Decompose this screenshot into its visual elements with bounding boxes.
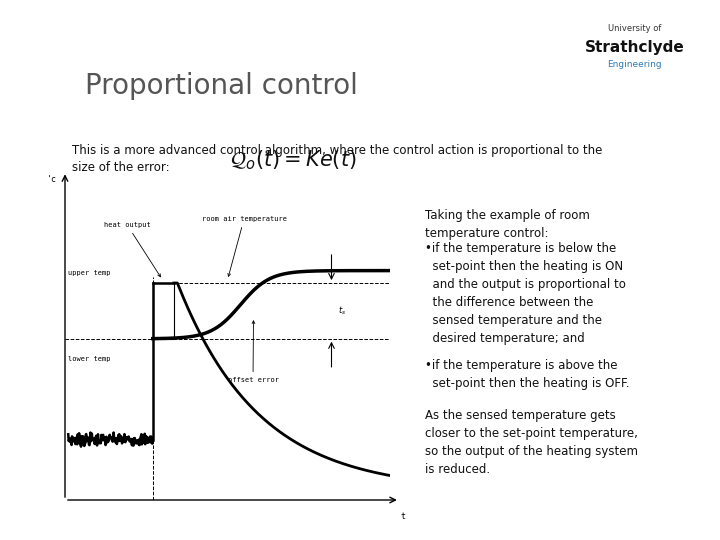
Bar <box>153 283 174 339</box>
Text: offset error: offset error <box>228 321 279 383</box>
Text: Taking the example of room
temperature control:: Taking the example of room temperature c… <box>425 209 590 240</box>
Text: University of: University of <box>608 24 661 32</box>
Text: heat output: heat output <box>104 222 161 277</box>
Text: 'c: 'c <box>47 175 57 184</box>
Text: $t_s$: $t_s$ <box>338 305 346 317</box>
Text: This is a more advanced control algorithm, where the control action is proportio: This is a more advanced control algorith… <box>72 144 603 157</box>
Text: Proportional control: Proportional control <box>85 72 358 100</box>
Text: •if the temperature is above the
  set-point then the heating is OFF.: •if the temperature is above the set-poi… <box>425 359 629 390</box>
Text: Strathclyde: Strathclyde <box>585 40 684 55</box>
Text: t: t <box>400 512 405 522</box>
Text: size of the error:: size of the error: <box>72 161 170 174</box>
Text: where K is known as the gain of the controller.: where K is known as the gain of the cont… <box>72 192 346 205</box>
Text: lower temp: lower temp <box>68 355 111 361</box>
Text: $\mathcal{Q}_o(t) = Ke(t)$: $\mathcal{Q}_o(t) = Ke(t)$ <box>230 148 356 172</box>
Text: Engineering: Engineering <box>607 60 662 69</box>
Text: room air temperature: room air temperature <box>202 216 287 276</box>
Text: As the sensed temperature gets
closer to the set-point temperature,
so the outpu: As the sensed temperature gets closer to… <box>425 409 638 476</box>
Text: upper temp: upper temp <box>68 270 111 276</box>
Text: •if the temperature is below the
  set-point then the heating is ON
  and the ou: •if the temperature is below the set-poi… <box>425 242 626 345</box>
